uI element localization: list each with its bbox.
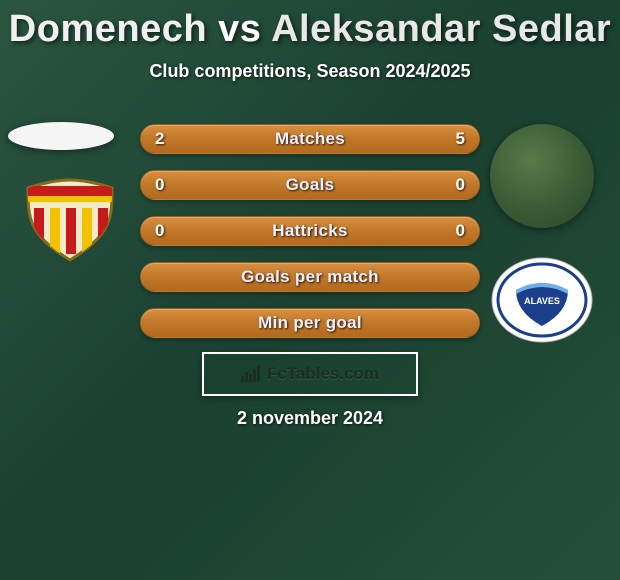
stat-row: 2 Matches 5 bbox=[140, 124, 480, 154]
badge-icon: ALAVES bbox=[490, 256, 594, 344]
stat-value-right: 0 bbox=[456, 175, 465, 195]
stats-panel: 2 Matches 5 0 Goals 0 0 Hattricks 0 Goal… bbox=[140, 124, 480, 354]
stat-row: 0 Goals 0 bbox=[140, 170, 480, 200]
stat-value-right: 5 bbox=[456, 129, 465, 149]
stat-label: Hattricks bbox=[141, 221, 479, 241]
date-text: 2 november 2024 bbox=[0, 408, 620, 429]
comparison-title: Domenech vs Aleksandar Sedlar bbox=[0, 0, 620, 51]
brand-text: FcTables.com bbox=[267, 364, 379, 384]
stat-value-left: 0 bbox=[155, 175, 164, 195]
stat-label: Goals bbox=[141, 175, 479, 195]
brand-box: FcTables.com bbox=[202, 352, 418, 396]
player2-avatar bbox=[490, 124, 594, 228]
stat-label: Matches bbox=[141, 129, 479, 149]
stat-label: Goals per match bbox=[141, 267, 479, 287]
svg-text:ALAVES: ALAVES bbox=[524, 296, 560, 306]
stat-row: Goals per match bbox=[140, 262, 480, 292]
stat-value-left: 2 bbox=[155, 129, 164, 149]
club-logo-left bbox=[20, 178, 120, 262]
subtitle: Club competitions, Season 2024/2025 bbox=[0, 61, 620, 82]
stat-value-right: 0 bbox=[456, 221, 465, 241]
club-logo-right: ALAVES bbox=[490, 256, 594, 344]
shield-icon bbox=[20, 178, 120, 262]
vs-text: vs bbox=[218, 8, 261, 50]
player1-avatar bbox=[8, 122, 114, 150]
player2-name: Aleksandar Sedlar bbox=[271, 8, 611, 50]
stat-row: Min per goal bbox=[140, 308, 480, 338]
stat-row: 0 Hattricks 0 bbox=[140, 216, 480, 246]
stat-label: Min per goal bbox=[141, 313, 479, 333]
stat-value-left: 0 bbox=[155, 221, 164, 241]
player1-name: Domenech bbox=[9, 8, 207, 50]
bar-chart-icon bbox=[241, 366, 261, 382]
